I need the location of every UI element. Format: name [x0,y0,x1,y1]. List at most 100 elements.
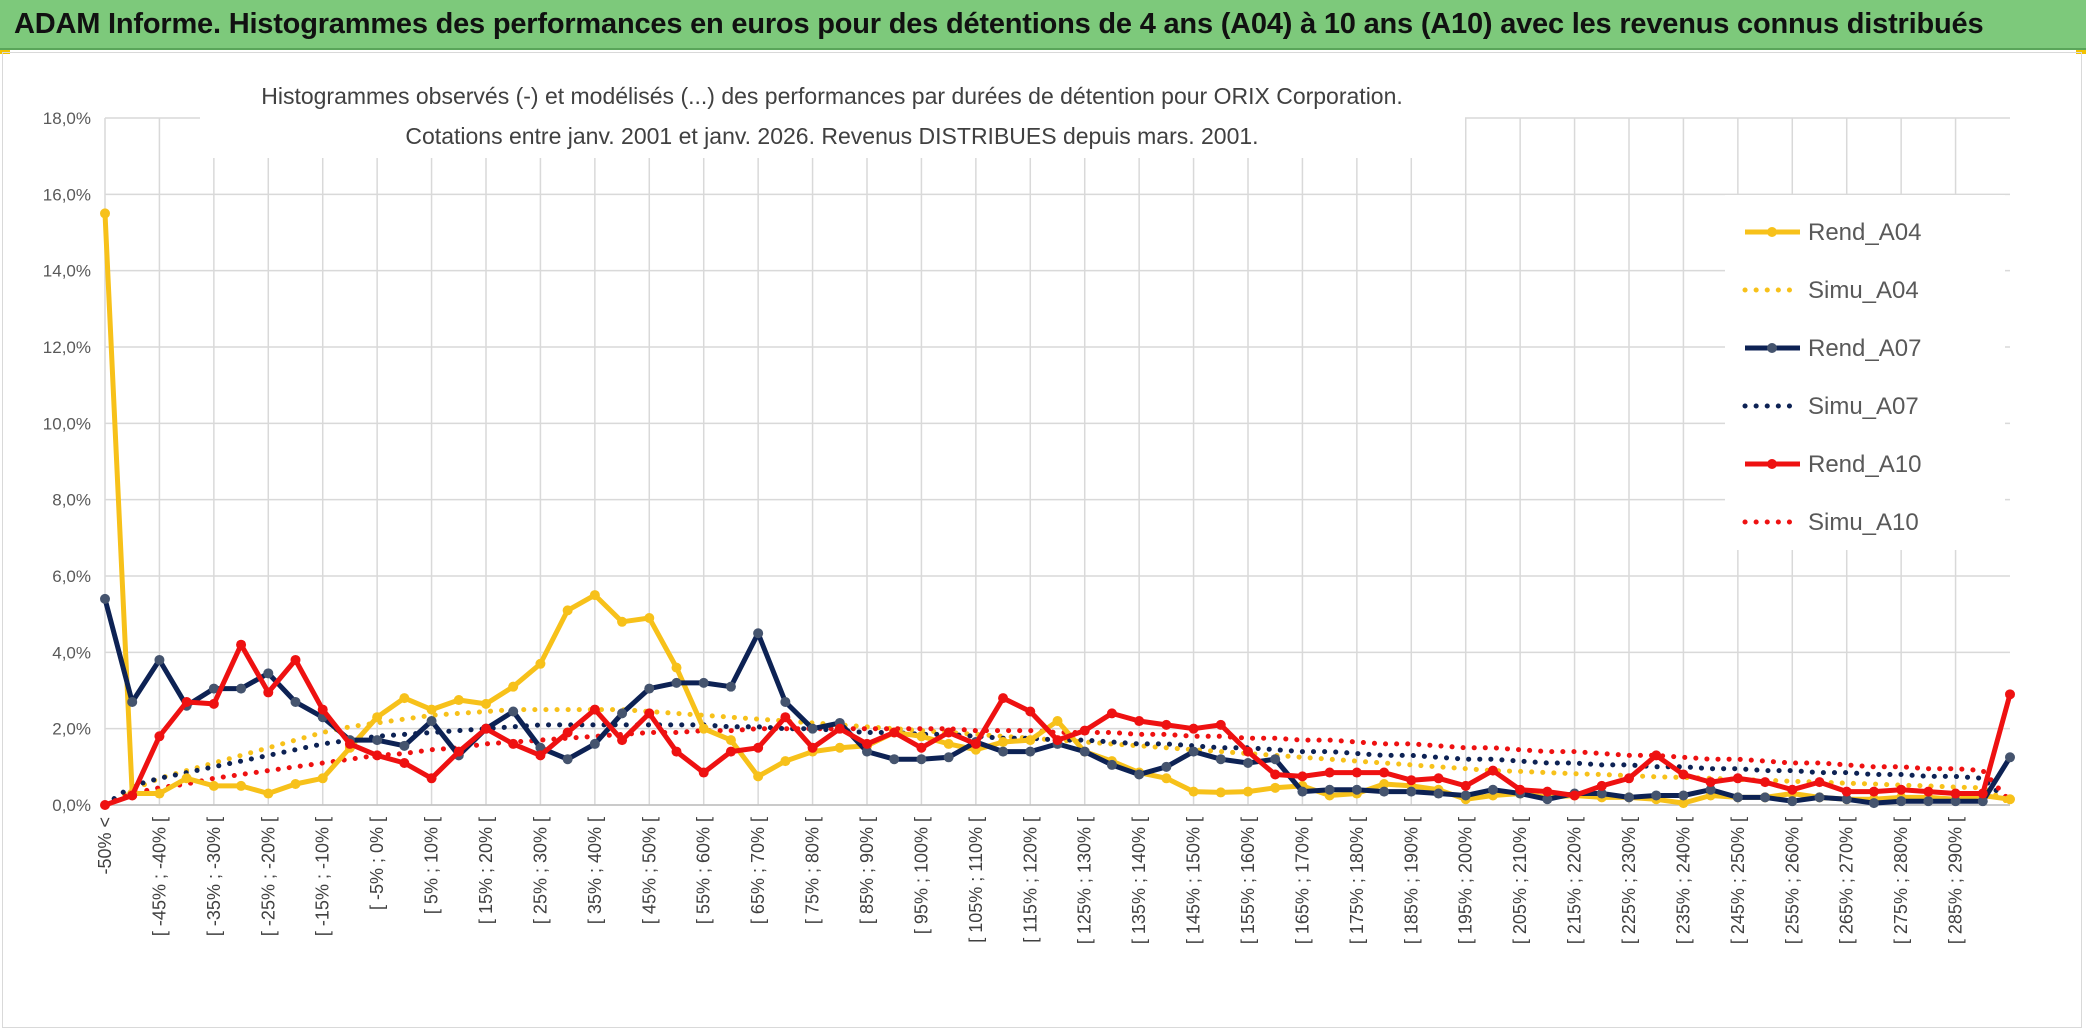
point-rend-a10 [508,738,519,749]
point-rend-a10 [399,758,410,769]
point-rend-a07 [127,696,138,707]
x-tick-label: [ 105% ; 110% [ [966,817,986,943]
point-rend-a10 [1896,784,1907,795]
point-rend-a07 [1787,796,1798,807]
point-rend-a10 [481,723,491,734]
point-rend-a10 [1106,708,1117,719]
x-tick-label: [ 5% ; 10% [ [422,817,442,914]
x-tick-label: [ 45% ; 50% [ [639,817,659,924]
point-rend-a04 [1243,786,1253,797]
x-tick-label: [ 175% ; 180% [ [1347,817,1367,944]
point-rend-a10 [1052,735,1063,746]
point-rend-a10 [263,687,274,698]
legend-label-simu-a10: Simu_A10 [1808,509,1919,536]
point-rend-a10 [100,800,110,810]
legend-label-rend-a04: Rend_A04 [1808,219,1921,246]
point-rend-a10 [644,708,655,719]
point-rend-a10 [1161,719,1172,730]
point-rend-a10 [1433,773,1444,784]
point-rend-a10 [1379,767,1390,778]
point-rend-a10 [725,746,736,757]
point-rend-a07 [1106,759,1117,770]
point-rend-a10 [1732,773,1743,784]
point-rend-a07 [426,716,437,727]
y-tick-label: 4,0% [52,643,91,662]
point-rend-a10 [317,704,328,715]
point-rend-a10 [1487,765,1498,776]
point-rend-a04 [1215,787,1226,798]
x-tick-label: [ -45% ; -40% [ [149,817,169,936]
x-tick-label: [ 265% ; 270% [ [1837,817,1857,944]
x-tick-label: [ 285% ; 290% [ [1946,817,1966,944]
point-rend-a10 [943,727,954,738]
point-rend-a07 [1487,784,1498,795]
point-rend-a04 [1270,782,1281,793]
x-tick-label: [ 205% ; 210% [ [1510,817,1530,944]
point-rend-a10 [1760,777,1771,788]
x-tick-label: [ 65% ; 70% [ [748,817,768,924]
point-rend-a04 [698,723,709,734]
point-rend-a07 [1624,792,1634,803]
point-rend-a04 [263,788,274,799]
point-rend-a10 [1270,769,1281,780]
point-rend-a10 [535,750,546,761]
x-tick-label: [ -25% ; -20% [ [258,817,278,936]
x-tick-label: [ -15% ; -10% [ [313,817,333,936]
point-rend-a10 [1243,746,1253,757]
point-rend-a10 [698,767,709,778]
point-rend-a04 [1188,786,1199,797]
x-tick-label: [ 35% ; 40% [ [585,817,605,924]
point-rend-a07 [1324,784,1335,795]
series-line-rend-a07 [102,598,2013,806]
chart-frame [2,52,2082,1028]
point-rend-a07 [1161,761,1172,772]
chart-subtitle: Cotations entre janv. 2001 et janv. 2026… [405,123,1258,149]
point-rend-a07 [1705,784,1716,795]
point-rend-a07 [1841,794,1852,805]
point-rend-a04 [834,742,845,753]
point-rend-a10 [834,723,845,734]
series-line-simu-a10 [102,726,2013,808]
point-rend-a07 [698,677,709,688]
legend-marker-rend-a04 [1767,227,1777,237]
y-tick-label: 14,0% [43,262,91,281]
point-rend-a10 [1923,786,1934,797]
point-rend-a10 [372,750,383,761]
point-rend-a10 [154,731,165,742]
point-rend-a04 [998,737,1009,748]
point-rend-a07 [916,754,927,765]
point-rend-a04 [290,779,301,790]
point-rend-a10 [426,773,437,784]
point-rend-a04 [481,698,491,709]
report-banner: ADAM Informe. Histogrammes des performan… [0,0,2086,50]
point-rend-a04 [208,780,219,791]
point-rend-a04 [453,695,464,706]
point-rend-a04 [1379,779,1390,790]
point-rend-a07 [1868,798,1879,809]
point-rend-a07 [753,628,764,639]
point-rend-a04 [236,780,247,791]
point-rend-a07 [1732,792,1743,803]
point-rend-a07 [236,683,247,694]
point-rend-a07 [1351,784,1362,795]
point-rend-a10 [1134,716,1145,727]
point-rend-a04 [1161,773,1172,784]
point-rend-a07 [889,754,900,765]
point-rend-a07 [807,723,818,734]
point-rend-a10 [807,742,818,753]
x-tick-label: [ 215% ; 220% [ [1565,817,1585,944]
point-rend-a07 [1134,769,1145,780]
x-tick-label: [ 255% ; 260% [ [1782,817,1802,944]
point-rend-a07 [290,696,301,707]
point-rend-a10 [889,727,900,738]
point-rend-a10 [970,738,981,749]
point-rend-a04 [2005,794,2015,805]
point-rend-a10 [753,742,764,753]
point-rend-a07 [562,754,573,765]
point-rend-a10 [1406,775,1417,786]
point-rend-a10 [453,746,464,757]
x-tick-label: [ 235% ; 240% [ [1673,817,1693,944]
point-rend-a10 [1950,788,1961,799]
point-rend-a10 [290,654,301,665]
